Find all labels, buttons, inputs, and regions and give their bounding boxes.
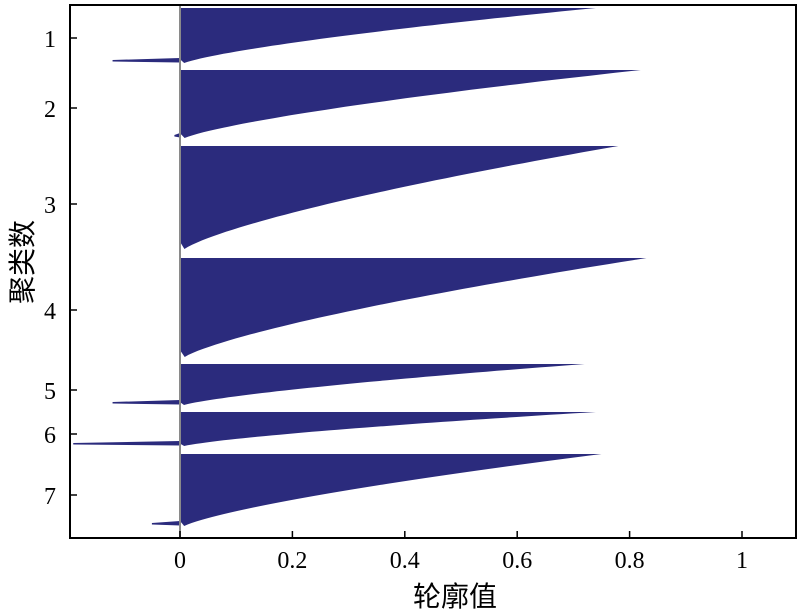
y-tick-label: 7	[44, 484, 56, 510]
negative-tail-cluster-6	[73, 441, 180, 446]
silhouette-band-cluster-4	[180, 258, 647, 357]
y-tick-label: 4	[44, 299, 56, 325]
plot-frame	[69, 4, 797, 539]
x-tick-label: 0.8	[615, 548, 645, 574]
silhouette-band-cluster-1	[180, 8, 596, 63]
y-axis-ticks: 1 2 3 4 5 6 7	[44, 27, 77, 510]
y-tick-label: 3	[44, 193, 56, 219]
x-tick-label: 0	[174, 548, 186, 574]
silhouette-band-cluster-5	[180, 364, 585, 405]
x-tick-label: 0.2	[277, 548, 307, 574]
negative-tail-cluster-1	[112, 58, 180, 63]
silhouette-band-cluster-6	[180, 412, 596, 446]
x-tick-label: 1	[736, 548, 748, 574]
x-axis-title: 轮廓值	[413, 581, 497, 612]
silhouette-bars	[73, 8, 647, 526]
y-tick-label: 5	[44, 379, 56, 405]
silhouette-band-cluster-3	[180, 146, 619, 249]
y-tick-label: 1	[44, 27, 56, 53]
negative-tail-cluster-5	[112, 400, 180, 405]
y-tick-label: 6	[44, 423, 56, 449]
negative-tail-cluster-2	[174, 133, 180, 138]
silhouette-band-cluster-7	[180, 454, 602, 526]
y-axis-title: 聚类数	[7, 220, 39, 304]
x-axis-ticks: 0 0.2 0.4 0.6 0.8 1	[174, 531, 748, 574]
silhouette-band-cluster-2	[180, 70, 641, 138]
negative-tail-cluster-7	[151, 521, 180, 526]
y-tick-label: 2	[44, 97, 56, 123]
x-tick-label: 0.4	[390, 548, 420, 574]
x-tick-label: 0.6	[502, 548, 532, 574]
